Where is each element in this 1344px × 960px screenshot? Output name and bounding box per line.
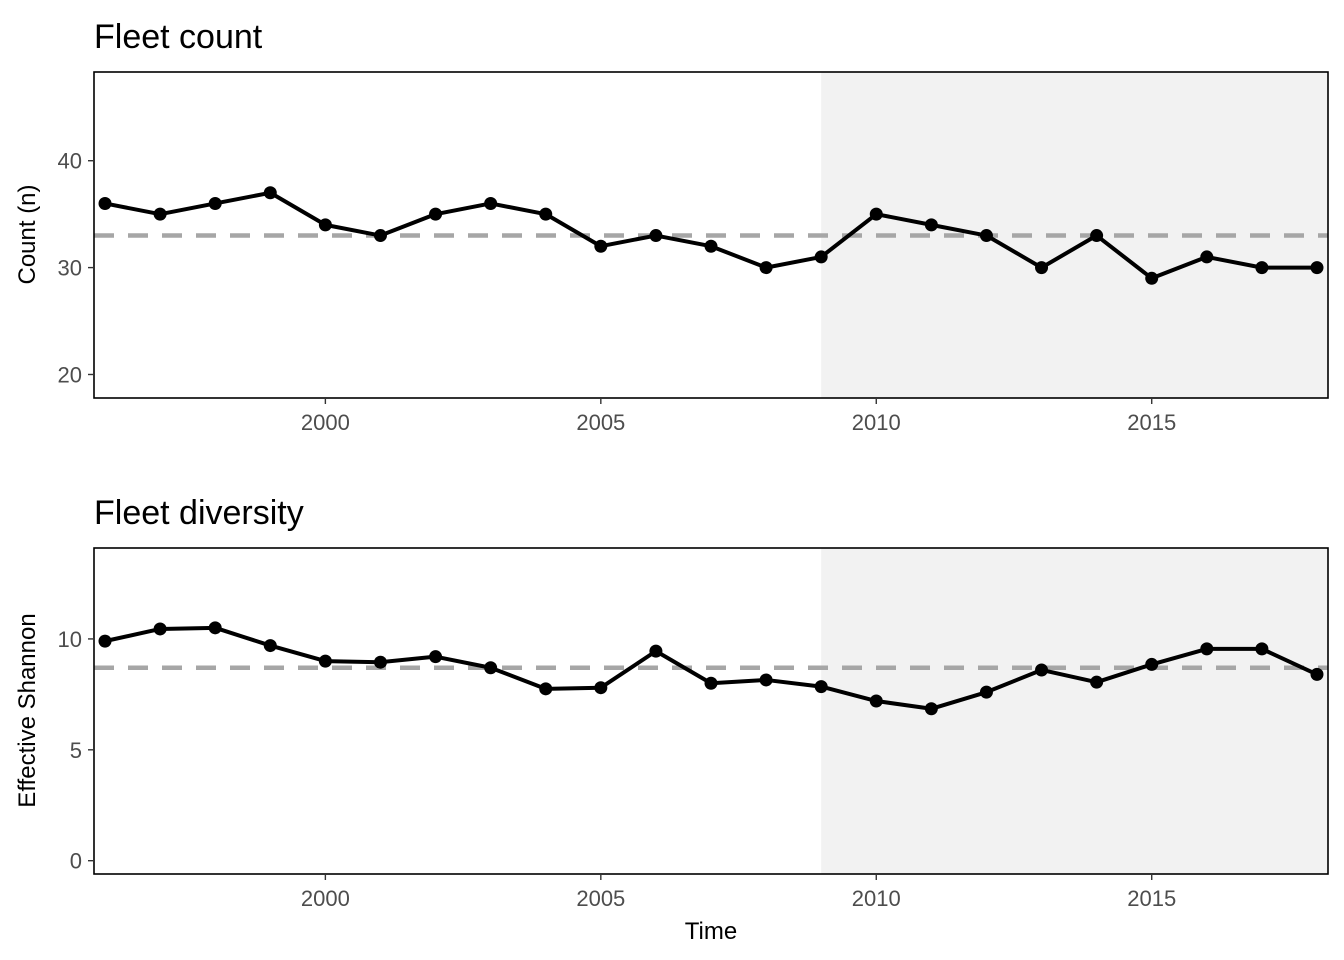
fleet-diversity-data-point bbox=[539, 682, 553, 696]
fleet-count-panel: Fleet count Count (n) 2000 2005 2010 201520… bbox=[14, 18, 1329, 435]
fleet-diversity-data-point bbox=[759, 673, 773, 687]
fleet-count-data-point bbox=[869, 207, 883, 221]
fleet-diversity-data-point bbox=[704, 676, 718, 690]
fleet-count-data-point bbox=[429, 207, 443, 221]
fleet-count-x-tick-label: 2015 bbox=[1127, 410, 1176, 435]
fleet-diversity-data-point bbox=[153, 622, 167, 636]
fleet-count-data-point bbox=[759, 261, 773, 275]
fleet-count-y-axis-title: Count (n) bbox=[14, 184, 41, 284]
fleet-count-y-tick-label: 20 bbox=[58, 362, 82, 387]
fleet-count-panel-border bbox=[93, 71, 1329, 399]
fleet-diversity-y-axis-title: Effective Shannon bbox=[14, 613, 41, 807]
fleet-diversity-x-tick-label: 2015 bbox=[1127, 886, 1176, 911]
fleet-count-plot-area: 2000 2005 2010 2015 20 30 40 bbox=[58, 71, 1329, 435]
fleet-count-data-point bbox=[979, 229, 993, 243]
fleet-count-x-tick-label: 2005 bbox=[576, 410, 625, 435]
fleet-count-y-tick-label: 30 bbox=[58, 256, 82, 281]
fleet-diversity-data-point bbox=[1310, 667, 1324, 681]
fleet-count-data-point bbox=[263, 186, 277, 200]
fleet-diversity-x-tick-label: 2005 bbox=[576, 886, 625, 911]
fleet-diversity-data-point bbox=[1090, 675, 1104, 689]
fleet-count-data-point bbox=[153, 207, 167, 221]
fleet-diversity-data-point bbox=[1200, 642, 1214, 656]
fleet-count-x-tick-label: 2000 bbox=[301, 410, 350, 435]
fleet-count-data-point bbox=[208, 196, 222, 210]
fleet-count-y-tick-label: 40 bbox=[58, 149, 82, 174]
fleet-diversity-plot-area: 2000 2005 2010 2015 0 5 10 bbox=[58, 547, 1329, 911]
fleet-diversity-data-point bbox=[924, 702, 938, 716]
fleet-count-data-point bbox=[704, 239, 718, 253]
fleet-count-data-point bbox=[484, 196, 498, 210]
fleet-count-data-point bbox=[594, 239, 608, 253]
fleet-count-title: Fleet count bbox=[94, 18, 263, 56]
fleet-count-x-tick-label: 2010 bbox=[852, 410, 901, 435]
fleet-diversity-panel: Fleet diversity Effective Shannon Time 2… bbox=[14, 494, 1329, 945]
fleet-diversity-y-tick-label: 0 bbox=[70, 849, 82, 874]
fleet-count-data-point bbox=[318, 218, 332, 232]
fleet-diversity-y-tick-label: 10 bbox=[58, 627, 82, 652]
fleet-diversity-x-tick-label: 2000 bbox=[301, 886, 350, 911]
fleet-count-data-point bbox=[539, 207, 553, 221]
fleet-count-shaded-region bbox=[821, 72, 1328, 398]
fleet-diversity-data-point bbox=[869, 694, 883, 708]
fleet-count-data-point bbox=[1200, 250, 1214, 264]
fleet-count-data-point bbox=[1310, 261, 1324, 275]
fleet-diversity-data-point bbox=[1035, 663, 1049, 677]
fleet-count-data-point bbox=[373, 229, 387, 243]
fleet-diversity-shaded-region bbox=[821, 548, 1328, 874]
fleet-diversity-panel-border bbox=[93, 547, 1329, 875]
fleet-diversity-data-point bbox=[263, 639, 277, 653]
fleet-count-data-point bbox=[1145, 271, 1159, 285]
fleet-diversity-y-tick-label: 5 bbox=[70, 738, 82, 763]
fleet-diversity-data-point bbox=[373, 655, 387, 669]
fleet-diversity-x-axis-title: Time bbox=[685, 918, 737, 945]
fleet-diversity-title: Fleet diversity bbox=[94, 494, 304, 532]
fleet-count-data-point bbox=[649, 229, 663, 243]
fleet-diversity-data-point bbox=[979, 685, 993, 699]
fleet-diversity-data-point bbox=[208, 621, 222, 635]
fleet-count-data-point bbox=[924, 218, 938, 232]
fleet-diversity-data-point bbox=[649, 644, 663, 658]
fleet-count-data-point bbox=[1255, 261, 1269, 275]
fleet-diversity-data-point bbox=[429, 650, 443, 664]
fleet-diversity-data-point bbox=[1145, 657, 1159, 671]
fleet-diversity-data-point bbox=[814, 680, 828, 694]
fleet-count-data-point bbox=[814, 250, 828, 264]
fleet-count-data-point bbox=[1035, 261, 1049, 275]
fleet-diversity-x-tick-label: 2010 bbox=[852, 886, 901, 911]
fleet-count-data-point bbox=[98, 196, 112, 210]
fleet-count-data-point bbox=[1090, 229, 1104, 243]
fleet-diversity-data-point bbox=[318, 654, 332, 668]
fleet-diversity-data-point bbox=[484, 661, 498, 675]
fleet-diversity-data-point bbox=[1255, 642, 1269, 656]
fleet-diversity-data-point bbox=[594, 681, 608, 695]
fleet-diversity-data-point bbox=[98, 634, 112, 648]
